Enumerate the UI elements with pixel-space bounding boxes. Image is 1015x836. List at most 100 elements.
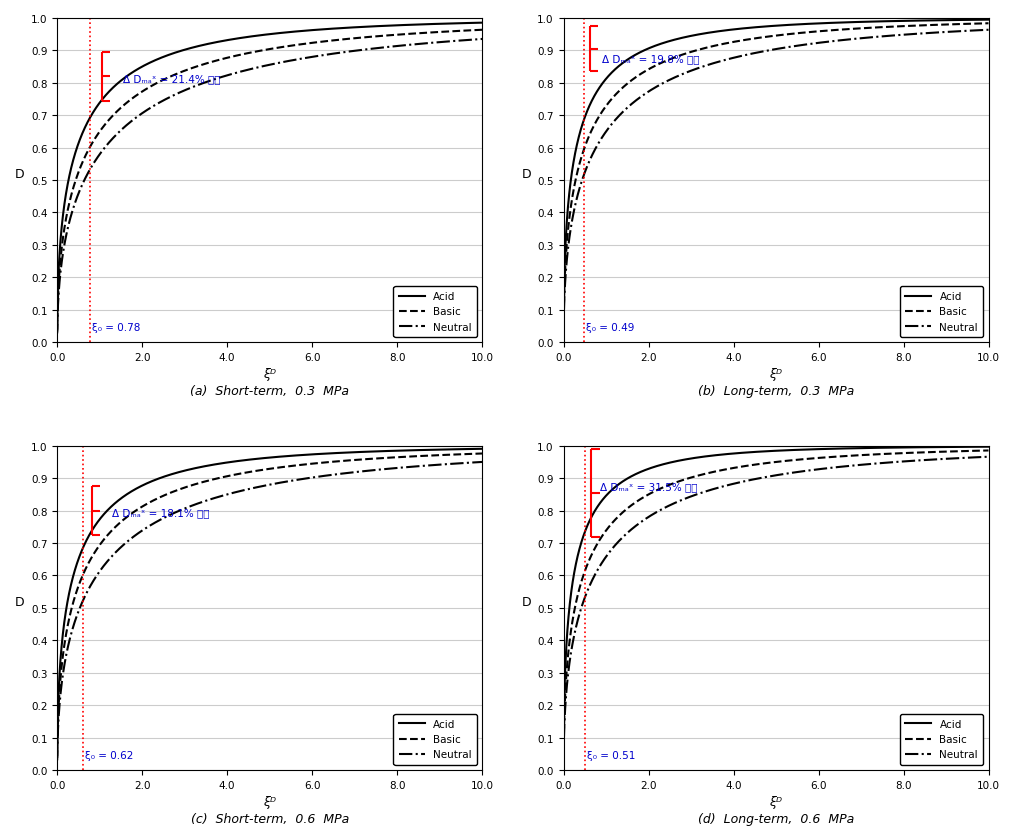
Neutral	[631, 95, 644, 105]
Basic	[99, 120, 112, 130]
Neutral	[983, 452, 995, 462]
Acid	[929, 442, 941, 452]
Line: Basic: Basic	[563, 451, 989, 757]
Neutral	[99, 142, 112, 152]
X-axis label: ξᴰ: ξᴰ	[263, 795, 276, 808]
Neutral	[125, 534, 137, 544]
Y-axis label: D: D	[15, 168, 24, 181]
Neutral	[422, 39, 434, 49]
Acid	[232, 456, 245, 466]
Basic	[214, 473, 226, 483]
Line: Acid: Acid	[563, 447, 989, 752]
Neutral	[51, 329, 63, 339]
Basic	[232, 51, 245, 61]
Basic	[99, 533, 112, 543]
Acid	[557, 747, 569, 757]
Basic	[125, 509, 137, 519]
Neutral	[974, 452, 987, 462]
X-axis label: ξᴰ: ξᴰ	[769, 795, 783, 808]
Y-axis label: D: D	[522, 595, 531, 608]
Neutral	[739, 51, 751, 61]
Acid	[422, 446, 434, 456]
Line: Basic: Basic	[57, 31, 482, 332]
Basic	[721, 39, 733, 49]
Line: Neutral: Neutral	[563, 31, 989, 332]
Acid	[721, 450, 733, 460]
Text: Δ Dₘₐˣ = 21.4% 증가: Δ Dₘₐˣ = 21.4% 증가	[123, 74, 220, 84]
Neutral	[739, 477, 751, 487]
Acid	[929, 16, 941, 26]
Basic	[557, 324, 569, 334]
Basic	[739, 36, 751, 46]
Y-axis label: D: D	[522, 168, 531, 181]
Acid	[468, 19, 480, 29]
X-axis label: ξᴰ: ξᴰ	[769, 368, 783, 381]
Basic	[983, 446, 995, 456]
Legend: Acid, Basic, Neutral: Acid, Basic, Neutral	[394, 287, 477, 338]
Text: ξ₀ = 0.78: ξ₀ = 0.78	[92, 323, 140, 333]
Neutral	[606, 120, 618, 130]
Line: Basic: Basic	[563, 24, 989, 329]
Line: Neutral: Neutral	[563, 457, 989, 759]
Acid	[476, 444, 488, 454]
Neutral	[468, 458, 480, 468]
Basic	[557, 752, 569, 762]
Neutral	[476, 457, 488, 467]
Text: Δ Dₘₐˣ = 31.5% 증가: Δ Dₘₐˣ = 31.5% 증가	[600, 482, 697, 492]
Basic	[422, 451, 434, 461]
Basic	[721, 465, 733, 475]
Text: ξ₀ = 0.62: ξ₀ = 0.62	[85, 750, 134, 760]
Neutral	[974, 26, 987, 36]
Acid	[721, 26, 733, 36]
Neutral	[721, 55, 733, 65]
Line: Neutral: Neutral	[57, 40, 482, 334]
Acid	[476, 18, 488, 28]
Neutral	[232, 487, 245, 497]
Basic	[476, 26, 488, 36]
Basic	[422, 28, 434, 38]
Text: (d)  Long-term,  0.6  MPa: (d) Long-term, 0.6 MPa	[698, 812, 855, 825]
Line: Acid: Acid	[57, 449, 482, 755]
Neutral	[983, 26, 995, 36]
Line: Acid: Acid	[563, 21, 989, 326]
Legend: Acid, Basic, Neutral: Acid, Basic, Neutral	[900, 714, 984, 765]
Acid	[422, 20, 434, 30]
Neutral	[214, 492, 226, 502]
Acid	[631, 49, 644, 59]
Basic	[983, 19, 995, 29]
Neutral	[99, 558, 112, 568]
Text: (c)  Short-term,  0.6  MPa: (c) Short-term, 0.6 MPa	[191, 812, 349, 825]
Line: Neutral: Neutral	[57, 462, 482, 761]
Basic	[125, 95, 137, 105]
Acid	[232, 34, 245, 44]
Acid	[125, 69, 137, 79]
Basic	[51, 327, 63, 337]
Basic	[974, 446, 987, 456]
Basic	[929, 447, 941, 457]
Text: (a)  Short-term,  0.3  MPa: (a) Short-term, 0.3 MPa	[190, 385, 349, 398]
Basic	[739, 461, 751, 472]
Line: Basic: Basic	[57, 454, 482, 758]
Neutral	[232, 68, 245, 78]
Text: Δ Dₘₐˣ = 18.1% 증가: Δ Dₘₐˣ = 18.1% 증가	[113, 507, 210, 517]
Basic	[631, 497, 644, 507]
Acid	[631, 469, 644, 479]
Basic	[606, 518, 618, 528]
Acid	[468, 445, 480, 455]
Neutral	[631, 520, 644, 530]
Acid	[983, 442, 995, 452]
Neutral	[721, 481, 733, 491]
Text: Δ Dₘₐˣ = 19.8% 증가: Δ Dₘₐˣ = 19.8% 증가	[602, 54, 699, 64]
Acid	[125, 487, 137, 497]
Legend: Acid, Basic, Neutral: Acid, Basic, Neutral	[900, 287, 984, 338]
Acid	[214, 459, 226, 469]
Basic	[468, 26, 480, 36]
Neutral	[422, 461, 434, 471]
Acid	[983, 16, 995, 26]
Acid	[99, 91, 112, 101]
Acid	[214, 38, 226, 48]
Text: ξ₀ = 0.51: ξ₀ = 0.51	[587, 750, 635, 760]
Y-axis label: D: D	[15, 595, 24, 608]
Neutral	[557, 754, 569, 764]
Text: (b)  Long-term,  0.3  MPa: (b) Long-term, 0.3 MPa	[698, 385, 855, 398]
